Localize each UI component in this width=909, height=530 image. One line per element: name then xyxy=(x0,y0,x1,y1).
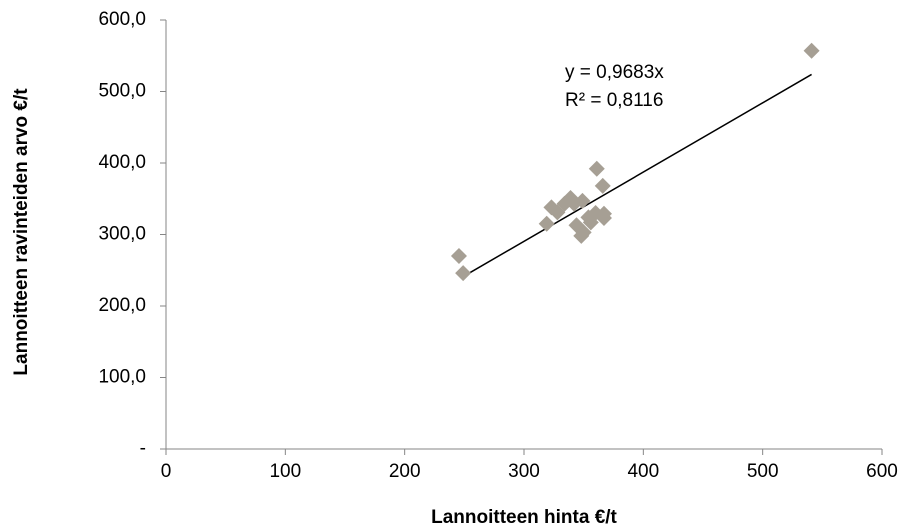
y-tick-label: 300,0 xyxy=(98,224,146,245)
x-tick-label: 400 xyxy=(627,461,659,482)
data-point xyxy=(595,210,612,227)
data-point xyxy=(455,265,472,282)
y-tick-label: 100,0 xyxy=(98,367,146,388)
data-point xyxy=(803,42,820,59)
data-point xyxy=(588,160,605,177)
data-point xyxy=(574,192,591,209)
x-tick-label: 300 xyxy=(508,461,540,482)
annotation: y = 0,9683x xyxy=(565,62,664,83)
x-tick-label: 100 xyxy=(269,461,301,482)
x-tick-label: 0 xyxy=(161,461,172,482)
x-tick-label: 600 xyxy=(866,461,898,482)
y-tick-label: 400,0 xyxy=(98,152,146,173)
x-tick-label: 500 xyxy=(747,461,779,482)
data-point xyxy=(450,247,467,264)
data-point xyxy=(580,209,597,226)
data-point xyxy=(594,177,611,194)
y-tick-label: - xyxy=(140,438,146,459)
data-point xyxy=(573,227,590,244)
trendline xyxy=(461,73,812,278)
y-tick-label: 600,0 xyxy=(98,9,146,30)
annotation: R² = 0,8116 xyxy=(565,90,663,111)
x-tick-label: 200 xyxy=(389,461,421,482)
x-axis-title: Lannoitteen hinta €/t xyxy=(431,507,617,528)
y-tick-label: 200,0 xyxy=(98,295,146,316)
y-axis-title: Lannoitteen ravinteiden arvo €/t xyxy=(11,88,32,376)
y-tick-label: 500,0 xyxy=(98,81,146,102)
data-point xyxy=(538,215,555,232)
